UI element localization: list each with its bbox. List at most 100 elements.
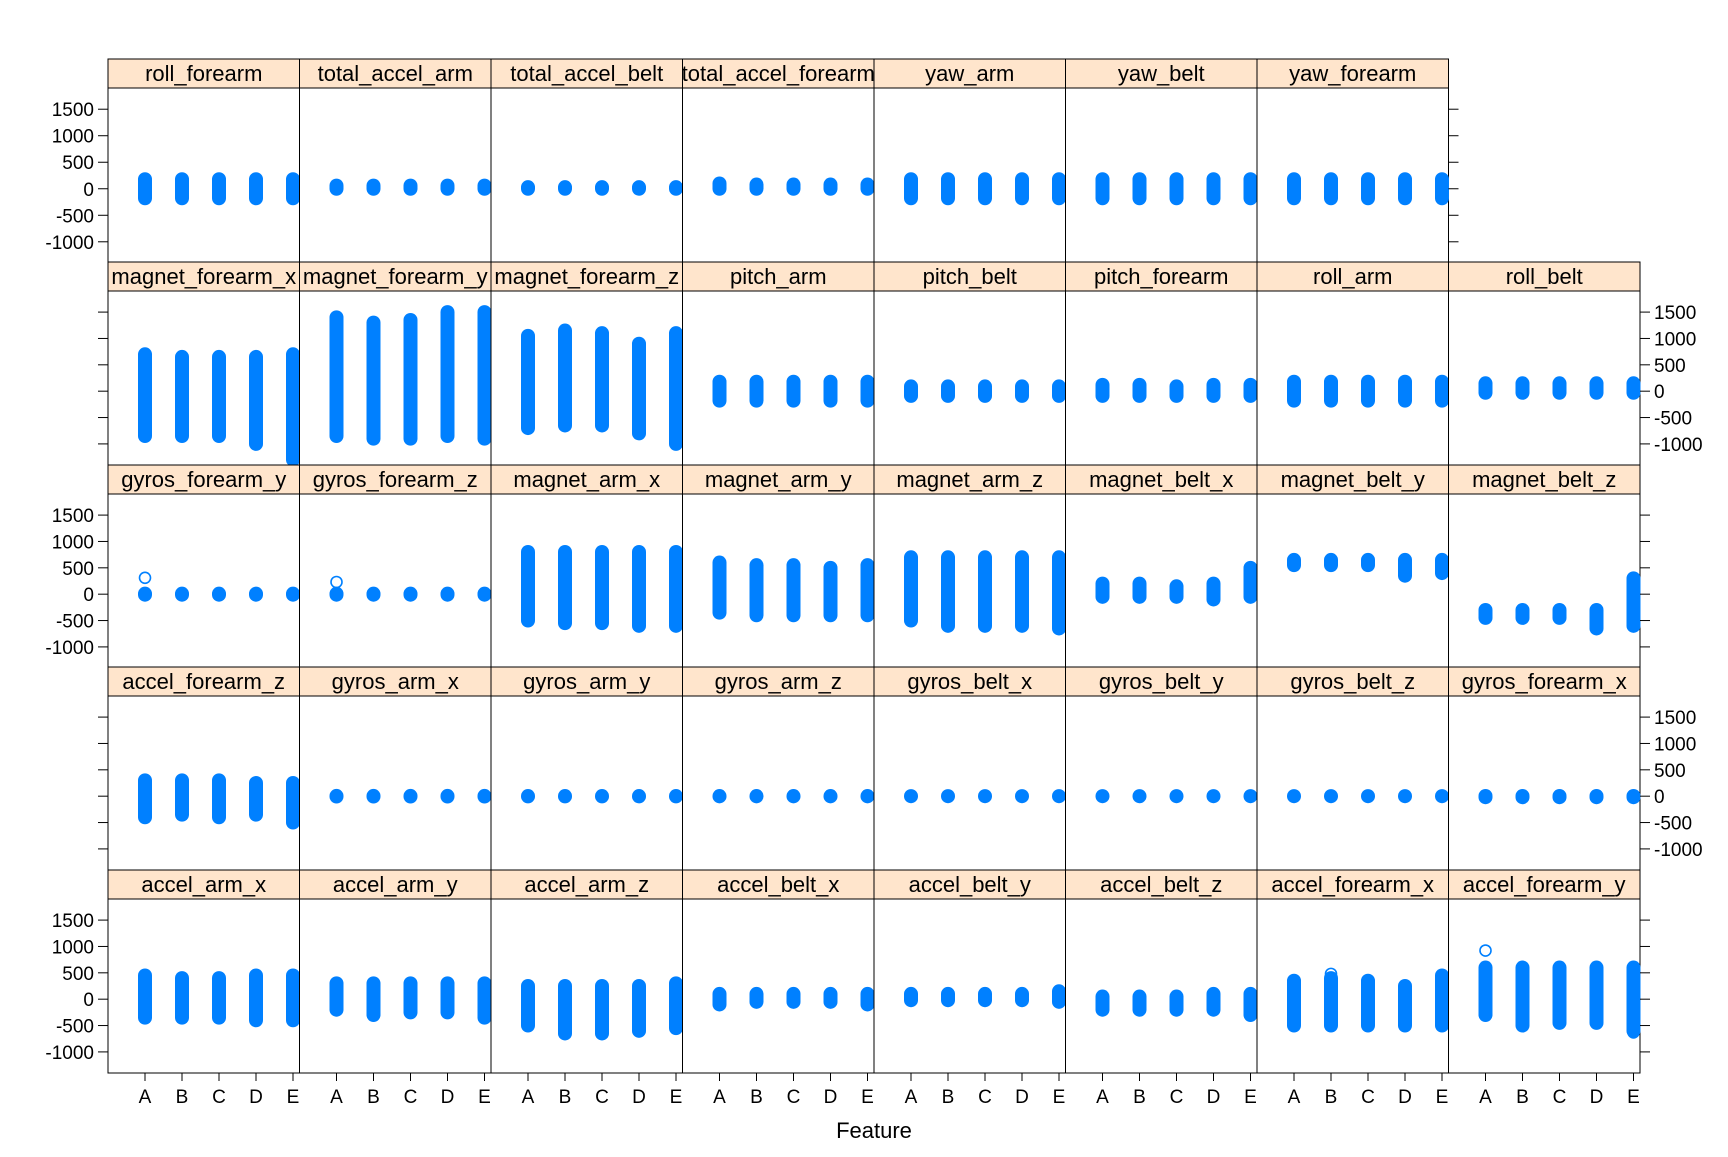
point bbox=[558, 545, 572, 559]
panel-accel_arm_z: accel_arm_z bbox=[490, 869, 683, 1074]
panel-magnet_belt_z: magnet_belt_z bbox=[1448, 464, 1641, 669]
point bbox=[1133, 789, 1146, 803]
point bbox=[1244, 590, 1257, 604]
point bbox=[1052, 380, 1066, 393]
point bbox=[1052, 192, 1066, 205]
point bbox=[1015, 987, 1029, 1001]
point bbox=[1170, 1003, 1183, 1017]
point bbox=[861, 375, 874, 388]
point bbox=[787, 790, 800, 803]
point bbox=[212, 774, 226, 787]
point bbox=[978, 192, 992, 205]
point bbox=[1398, 394, 1412, 407]
point bbox=[669, 545, 683, 559]
point bbox=[1590, 961, 1603, 974]
point bbox=[1133, 1003, 1146, 1017]
strip-pitch_forearm bbox=[1065, 261, 1258, 292]
x-tick-label: A bbox=[1479, 1087, 1492, 1108]
point bbox=[138, 347, 152, 361]
point bbox=[1052, 550, 1066, 564]
point bbox=[138, 1011, 152, 1024]
strip-roll_forearm bbox=[107, 58, 300, 89]
strip-label: roll_forearm bbox=[145, 61, 262, 86]
point bbox=[521, 545, 535, 559]
y-tick-label: -1000 bbox=[45, 1043, 94, 1064]
point bbox=[1479, 611, 1492, 625]
point bbox=[1398, 192, 1412, 205]
point bbox=[441, 182, 454, 196]
point bbox=[1287, 394, 1301, 407]
panel-accel_arm_x: accel_arm_x bbox=[107, 869, 300, 1074]
point bbox=[175, 172, 189, 186]
point bbox=[595, 616, 609, 630]
y-tick-label: 0 bbox=[83, 990, 94, 1011]
strip-label: gyros_arm_z bbox=[715, 669, 842, 694]
panel-gyros_arm_y: gyros_arm_y bbox=[490, 666, 683, 871]
panel-roll_belt: roll_belt bbox=[1448, 261, 1641, 466]
point bbox=[904, 789, 918, 803]
panel-accel_forearm_x: accel_forearm_x bbox=[1256, 869, 1449, 1074]
point bbox=[1133, 590, 1146, 604]
point bbox=[713, 177, 726, 190]
point bbox=[1553, 1016, 1566, 1030]
point bbox=[1052, 622, 1066, 635]
point bbox=[595, 790, 609, 803]
point bbox=[1244, 389, 1257, 403]
strip-accel_belt_y bbox=[873, 869, 1066, 900]
point bbox=[1361, 172, 1375, 186]
point bbox=[1590, 790, 1603, 804]
point bbox=[669, 790, 683, 803]
point bbox=[904, 380, 918, 393]
point bbox=[1590, 622, 1603, 635]
point bbox=[1516, 603, 1529, 617]
point bbox=[478, 1011, 491, 1024]
point bbox=[632, 545, 646, 559]
panel-frame bbox=[1448, 290, 1641, 466]
panel-frame bbox=[1065, 695, 1258, 871]
y-tick-label: -500 bbox=[56, 1017, 94, 1038]
point bbox=[1479, 603, 1492, 617]
point bbox=[750, 182, 763, 196]
point bbox=[138, 810, 152, 824]
point bbox=[1516, 386, 1529, 400]
x-tick-label: D bbox=[632, 1087, 646, 1108]
strip-label: magnet_arm_y bbox=[705, 467, 852, 492]
point bbox=[521, 1019, 535, 1032]
x-tick-label: C bbox=[212, 1087, 226, 1108]
panel-accel_arm_y: accel_arm_y bbox=[299, 869, 492, 1074]
point bbox=[441, 179, 454, 192]
y-tick-label: -500 bbox=[56, 206, 94, 227]
point bbox=[367, 179, 380, 192]
point bbox=[1207, 389, 1220, 403]
point bbox=[404, 977, 417, 990]
point bbox=[824, 178, 837, 191]
point bbox=[175, 588, 189, 602]
point bbox=[367, 588, 380, 602]
point bbox=[441, 790, 454, 803]
panel-frame bbox=[873, 493, 1066, 669]
point bbox=[1170, 380, 1183, 393]
point bbox=[1096, 1003, 1109, 1017]
strip-magnet_arm_x bbox=[490, 464, 683, 495]
point bbox=[404, 432, 417, 445]
point bbox=[558, 324, 572, 337]
y-tick-label: 1000 bbox=[1654, 329, 1696, 350]
point bbox=[1435, 969, 1449, 982]
point bbox=[904, 389, 918, 403]
point bbox=[404, 313, 417, 327]
strip-total_accel_arm bbox=[299, 58, 492, 89]
point bbox=[367, 790, 380, 803]
point bbox=[1435, 375, 1449, 388]
point bbox=[367, 432, 380, 445]
strip-label: magnet_belt_z bbox=[1472, 467, 1616, 492]
point bbox=[669, 437, 683, 451]
x-tick-label: C bbox=[595, 1087, 609, 1108]
x-tick-label: B bbox=[176, 1087, 189, 1108]
point bbox=[1207, 789, 1220, 803]
point bbox=[904, 550, 918, 564]
strip-label: roll_belt bbox=[1506, 264, 1583, 289]
point bbox=[1479, 386, 1492, 400]
strip-label: magnet_forearm_y bbox=[303, 264, 488, 289]
panel-frame bbox=[682, 290, 875, 466]
